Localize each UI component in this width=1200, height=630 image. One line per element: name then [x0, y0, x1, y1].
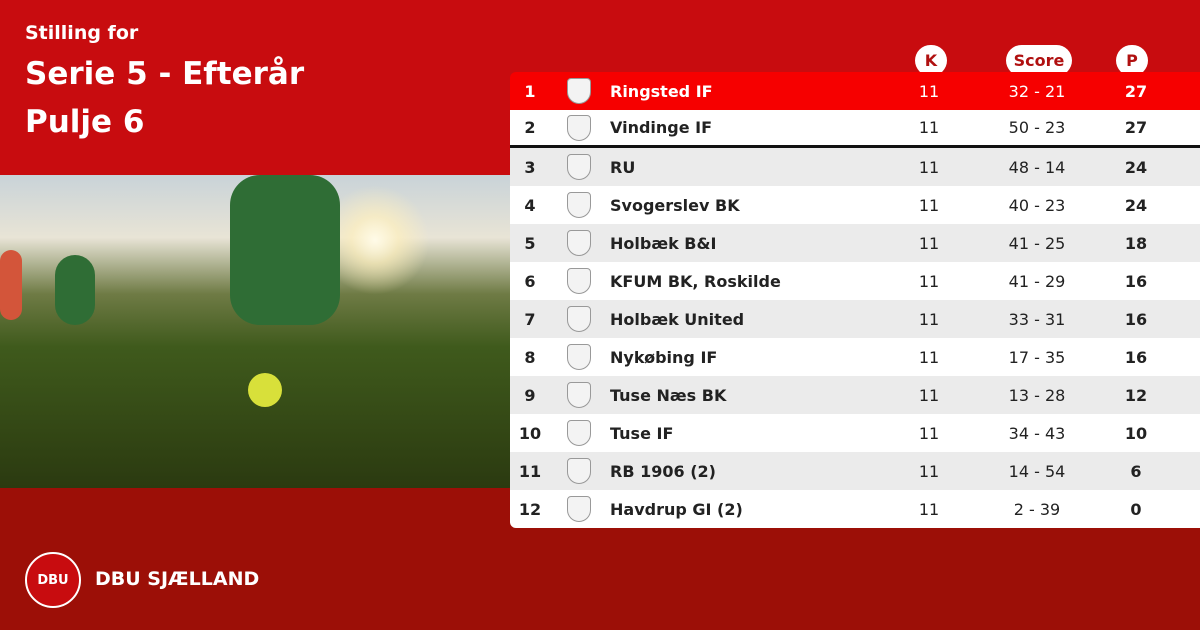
matches-played: 11: [918, 195, 940, 215]
brand-name: DBU SJÆLLAND: [95, 568, 260, 590]
matches-played: 11: [918, 157, 940, 177]
matches-played: 11: [918, 385, 940, 405]
points: 27: [1124, 118, 1148, 137]
points: 24: [1124, 157, 1148, 177]
football-photo: [0, 175, 510, 488]
matches-played: 11: [918, 461, 940, 481]
team-name: Havdrup GI (2): [610, 499, 743, 519]
team-name: Holbæk B&I: [610, 233, 717, 253]
dbu-logo: DBU: [25, 552, 81, 608]
goal-score: 34 - 43: [1008, 423, 1066, 443]
position: 11: [518, 461, 542, 481]
ball-image: [248, 373, 282, 407]
column-header-k: K: [915, 45, 947, 76]
position: 7: [524, 309, 536, 329]
column-header-p: P: [1116, 45, 1148, 76]
column-header-score: Score: [1006, 45, 1072, 76]
points: 24: [1124, 195, 1148, 215]
team-name: Vindinge IF: [610, 118, 713, 137]
team-crest-icon: [550, 268, 608, 294]
matches-played: 11: [918, 499, 940, 519]
goal-score: 33 - 31: [1008, 309, 1066, 329]
team-name: Svogerslev BK: [610, 195, 740, 215]
goal-score: 2 - 39: [1013, 499, 1061, 519]
subtitle: Stilling for: [25, 22, 139, 44]
player-image: [0, 250, 22, 320]
points: 16: [1124, 347, 1148, 367]
position: 2: [524, 118, 536, 137]
matches-played: 11: [918, 271, 940, 291]
player-image: [55, 255, 95, 325]
team-crest-icon: [550, 78, 608, 104]
team-name: KFUM BK, Roskilde: [610, 271, 781, 291]
team-crest-icon: [550, 458, 608, 484]
team-name: Ringsted IF: [610, 81, 713, 101]
table-row: 2 Vindinge IF 11 50 - 23 27: [510, 110, 1200, 148]
team-crest-icon: [550, 306, 608, 332]
team-crest-icon: [550, 230, 608, 256]
team-name: Tuse Næs BK: [610, 385, 727, 405]
team-name: RB 1906 (2): [610, 461, 716, 481]
pool-title: Pulje 6: [25, 104, 145, 140]
team-name: Tuse IF: [610, 423, 674, 443]
team-crest-icon: [550, 420, 608, 446]
team-crest-icon: [550, 344, 608, 370]
table-row: 10 Tuse IF 11 34 - 43 10: [510, 414, 1200, 452]
position: 12: [518, 499, 542, 519]
table-row: 1 Ringsted IF 11 32 - 21 27: [510, 72, 1200, 110]
points: 16: [1124, 271, 1148, 291]
team-crest-icon: [550, 154, 608, 180]
team-name: RU: [610, 157, 636, 177]
position: 8: [524, 347, 536, 367]
points: 0: [1130, 499, 1142, 519]
goal-score: 41 - 25: [1008, 233, 1066, 253]
position: 4: [524, 195, 536, 215]
table-row: 3 RU 11 48 - 14 24: [510, 148, 1200, 186]
position: 5: [524, 233, 536, 253]
goal-score: 48 - 14: [1008, 157, 1066, 177]
page-title: Serie 5 - Efterår: [25, 56, 305, 92]
team-crest-icon: [550, 114, 608, 141]
goal-score: 32 - 21: [1008, 81, 1066, 101]
table-row: 4 Svogerslev BK 11 40 - 23 24: [510, 186, 1200, 224]
position: 1: [524, 81, 536, 101]
team-crest-icon: [550, 192, 608, 218]
team-name: Holbæk United: [610, 309, 745, 329]
position: 10: [518, 423, 542, 443]
matches-played: 11: [918, 81, 940, 101]
standings-table: 1 Ringsted IF 11 32 - 21 27 2 Vindinge IF…: [510, 72, 1200, 528]
team-crest-icon: [550, 382, 608, 408]
goal-score: 17 - 35: [1008, 347, 1066, 367]
points: 16: [1124, 309, 1148, 329]
goal-score: 50 - 23: [1008, 118, 1066, 137]
points: 18: [1124, 233, 1148, 253]
points: 12: [1124, 385, 1148, 405]
table-row: 9 Tuse Næs BK 11 13 - 28 12: [510, 376, 1200, 414]
goal-score: 13 - 28: [1008, 385, 1066, 405]
matches-played: 11: [918, 347, 940, 367]
table-row: 8 Nykøbing IF 11 17 - 35 16: [510, 338, 1200, 376]
position: 3: [524, 157, 536, 177]
matches-played: 11: [918, 118, 940, 137]
table-row: 5 Holbæk B&I 11 41 - 25 18: [510, 224, 1200, 262]
position: 9: [524, 385, 536, 405]
table-row: 7 Holbæk United 11 33 - 31 16: [510, 300, 1200, 338]
points: 27: [1124, 81, 1148, 101]
position: 6: [524, 271, 536, 291]
matches-played: 11: [918, 233, 940, 253]
points: 10: [1124, 423, 1148, 443]
goal-score: 14 - 54: [1008, 461, 1066, 481]
player-image: [230, 175, 340, 325]
team-name: Nykøbing IF: [610, 347, 718, 367]
goal-score: 41 - 29: [1008, 271, 1066, 291]
table-row: 12 Havdrup GI (2) 11 2 - 39 0: [510, 490, 1200, 528]
points: 6: [1130, 461, 1142, 481]
matches-played: 11: [918, 309, 940, 329]
table-row: 11 RB 1906 (2) 11 14 - 54 6: [510, 452, 1200, 490]
matches-played: 11: [918, 423, 940, 443]
team-crest-icon: [550, 496, 608, 522]
table-row: 6 KFUM BK, Roskilde 11 41 - 29 16: [510, 262, 1200, 300]
logo-text: DBU: [37, 572, 69, 588]
goal-score: 40 - 23: [1008, 195, 1066, 215]
